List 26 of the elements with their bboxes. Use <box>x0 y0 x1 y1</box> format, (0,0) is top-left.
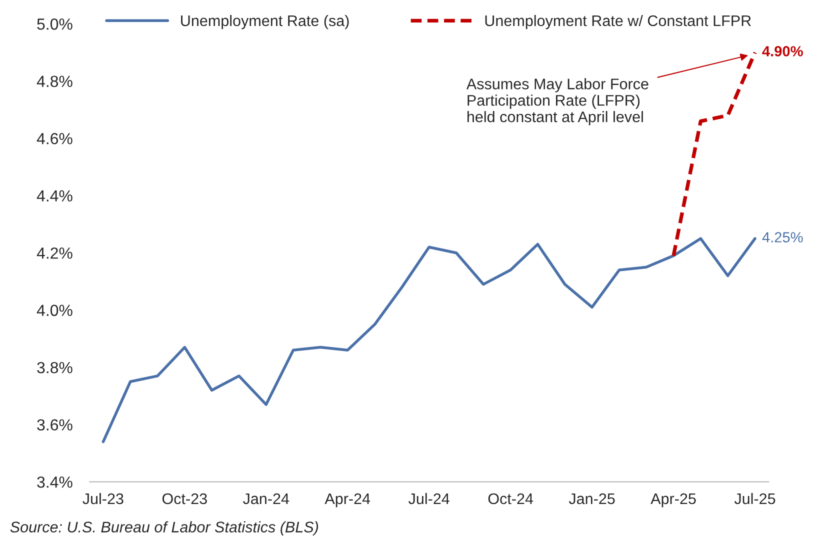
x-tick-label: Apr-25 <box>650 493 696 508</box>
y-tick-label: 4.6% <box>36 132 72 144</box>
y-tick-label: 3.4% <box>37 476 72 488</box>
line-series <box>672 50 757 258</box>
data-label: 4.25% <box>762 232 803 242</box>
legend-label: Unemployment Rate (sa) <box>181 14 349 30</box>
source-note: Source: U.S. Bureau of Labor Statistics (BLS) <box>10 521 318 536</box>
y-tick-label: 3.8% <box>37 362 72 374</box>
x-tick-label: Jul-24 <box>408 492 450 504</box>
line-series <box>102 237 756 444</box>
y-tick-label: 4.4% <box>36 190 72 202</box>
y-tick-label: 5.0% <box>37 18 72 30</box>
annotation: Assumes May Labor Force Participation Rate (LFPR) held constant at April level <box>466 78 648 126</box>
y-tick-label: 4.8% <box>36 76 72 88</box>
x-tick-label: Jan-25 <box>568 493 615 504</box>
x-tick-label: Jul-25 <box>734 492 776 504</box>
y-tick-label: 4.2% <box>36 247 72 259</box>
x-tick-label: Oct-24 <box>488 493 534 504</box>
x-tick-label: Oct-23 <box>162 493 207 504</box>
legend-label: Unemployment Rate w/ Constant LFPR <box>485 14 751 30</box>
x-tick-label: Apr-24 <box>324 493 370 508</box>
x-tick-label: Jan-24 <box>243 493 290 504</box>
y-tick-label: 4.0% <box>36 304 72 316</box>
x-tick-label: Jul-23 <box>82 492 124 504</box>
y-tick-label: 3.6% <box>37 419 72 431</box>
data-label: 4.90% <box>762 46 803 56</box>
